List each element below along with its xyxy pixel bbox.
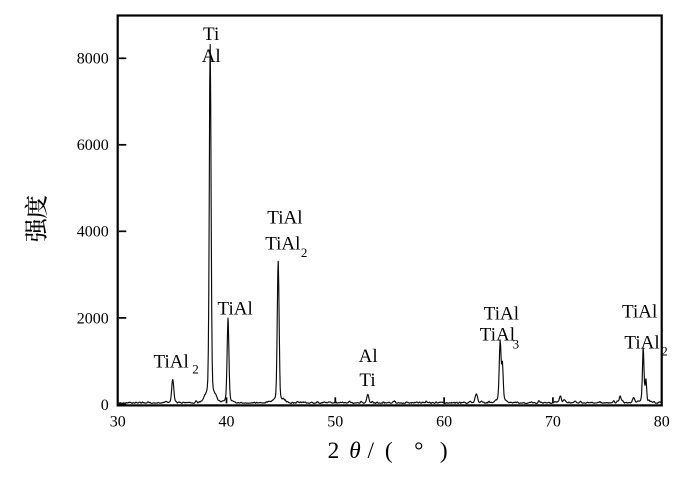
svg-text:3: 3	[513, 336, 520, 351]
svg-text:2: 2	[301, 245, 308, 260]
svg-text:TiAl: TiAl	[218, 299, 253, 320]
svg-text:80: 80	[654, 413, 670, 430]
svg-text:): )	[440, 438, 448, 464]
svg-text:40: 40	[219, 413, 235, 430]
svg-text:Al: Al	[202, 46, 221, 67]
svg-text:2: 2	[328, 438, 340, 464]
svg-text:Al: Al	[359, 346, 378, 367]
svg-text:TiAl: TiAl	[265, 233, 300, 254]
svg-text:TiAl: TiAl	[154, 351, 189, 372]
svg-text:2000: 2000	[77, 310, 109, 327]
svg-text:8000: 8000	[77, 51, 109, 68]
svg-text:(: (	[385, 438, 393, 464]
svg-text:Ti: Ti	[203, 24, 219, 45]
svg-text:/: /	[367, 438, 374, 464]
svg-text:TiAl: TiAl	[480, 325, 515, 346]
svg-text:TiAl: TiAl	[484, 304, 519, 325]
svg-text:4000: 4000	[77, 224, 109, 241]
svg-text:70: 70	[545, 413, 561, 430]
svg-text:TiAl: TiAl	[624, 332, 659, 353]
svg-text:Ti: Ti	[359, 370, 375, 391]
svg-text:°: °	[414, 438, 423, 464]
svg-text:50: 50	[327, 413, 343, 430]
svg-text:TiAl: TiAl	[267, 208, 302, 229]
svg-text:TiAl: TiAl	[622, 302, 657, 323]
svg-text:2: 2	[192, 362, 199, 377]
svg-text:30: 30	[110, 413, 126, 430]
svg-text:6000: 6000	[77, 137, 109, 154]
svg-text:60: 60	[436, 413, 452, 430]
svg-text:θ: θ	[349, 438, 360, 464]
svg-text:2: 2	[661, 344, 668, 359]
svg-text:0: 0	[101, 397, 109, 414]
